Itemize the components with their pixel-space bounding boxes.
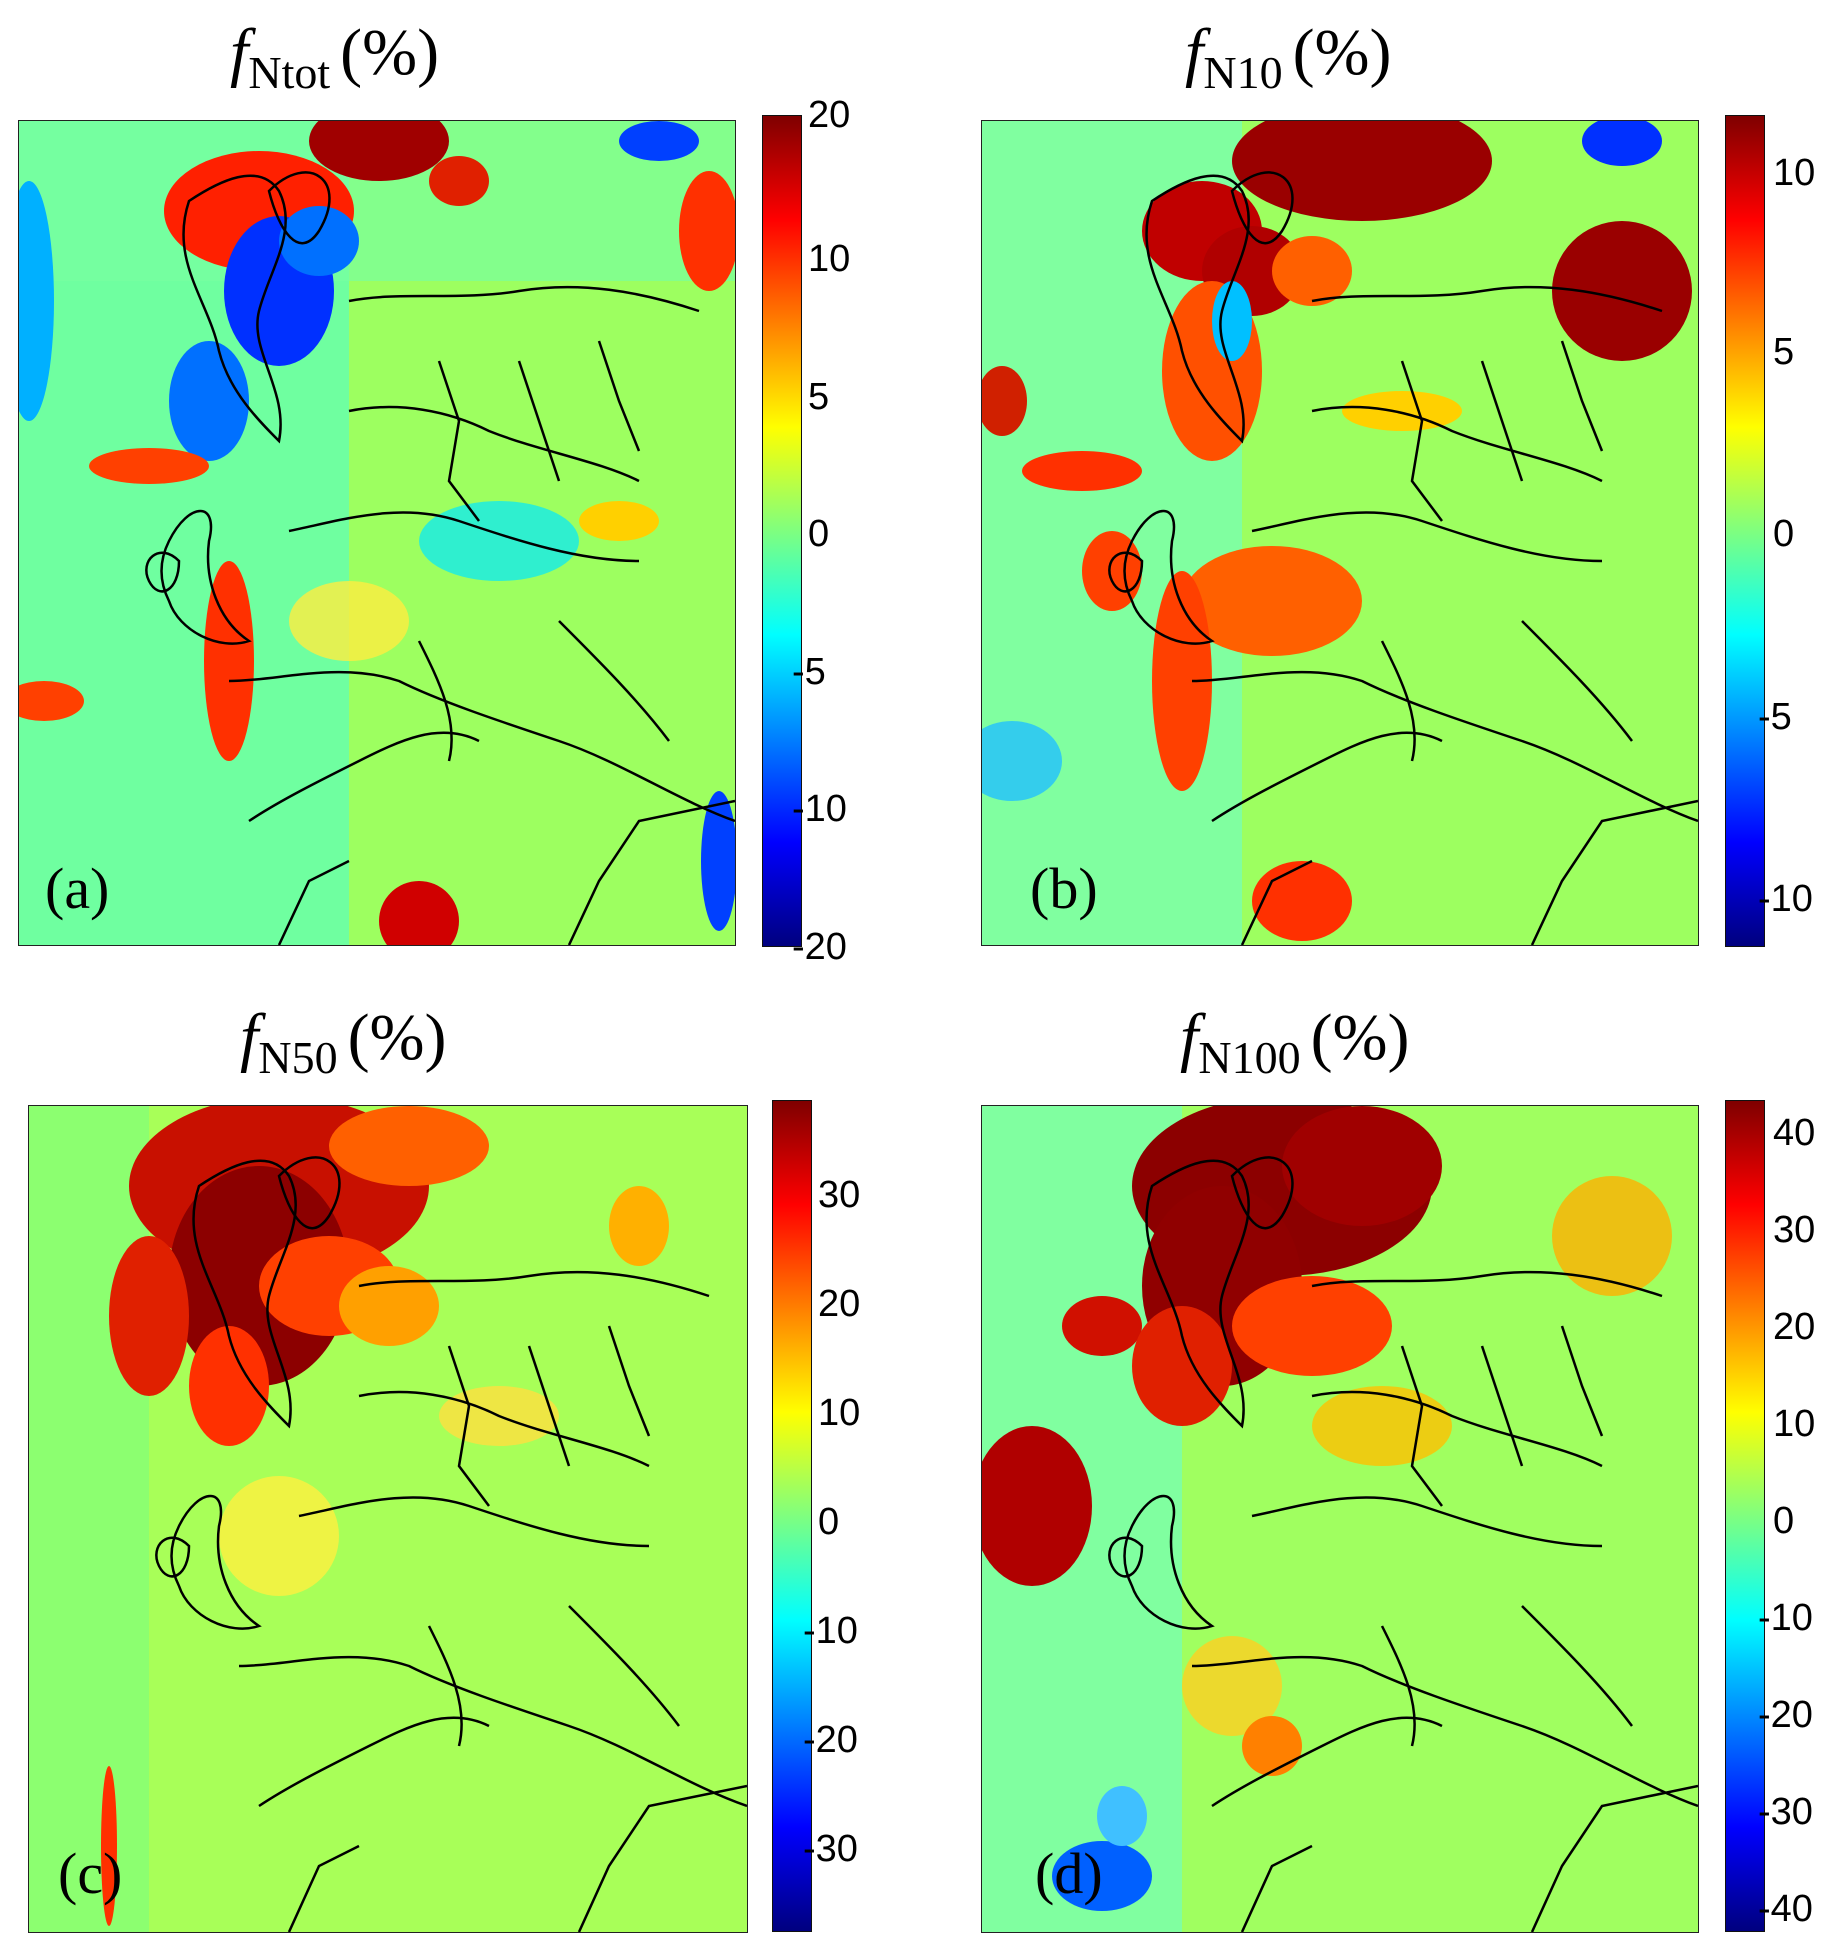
colorbar-tick: 30 bbox=[818, 1174, 861, 1216]
colorbar-tick: -10 bbox=[1758, 1597, 1813, 1639]
panel-title: fN100 (%) bbox=[1180, 1005, 1410, 1081]
colorbar-a bbox=[762, 115, 802, 947]
map-a bbox=[18, 120, 736, 946]
panel-label: (b) bbox=[1030, 856, 1098, 921]
colorbar-tick: 40 bbox=[1773, 1112, 1816, 1154]
colorbar-tick: -5 bbox=[792, 651, 826, 693]
title-unit: (%) bbox=[340, 16, 440, 89]
colorbar-tick: -5 bbox=[1758, 696, 1792, 738]
colorbar-tick: 0 bbox=[808, 513, 830, 555]
colorbar-tick: 10 bbox=[1773, 1403, 1816, 1445]
colorbar-tick: 10 bbox=[1773, 152, 1816, 194]
title-subscript: N10 bbox=[1203, 47, 1283, 98]
colorbar-tick: 20 bbox=[808, 94, 851, 136]
colorbar-tick: -40 bbox=[1758, 1888, 1813, 1930]
colorbar-tick: 30 bbox=[1773, 1209, 1816, 1251]
colorbar-tick: 20 bbox=[1773, 1306, 1816, 1348]
colorbar-tick: -20 bbox=[1758, 1694, 1813, 1736]
colorbar-c bbox=[772, 1100, 812, 1932]
colorbar-tick: 0 bbox=[1773, 1500, 1795, 1542]
title-subscript: N100 bbox=[1198, 1032, 1301, 1083]
colorbar-tick: -20 bbox=[792, 926, 847, 968]
title-subscript: Ntot bbox=[248, 47, 331, 98]
panel-label: (a) bbox=[45, 856, 110, 921]
panel-title: fN10 (%) bbox=[1185, 20, 1392, 96]
panel-label: (c) bbox=[58, 1841, 123, 1906]
title-variable: f bbox=[230, 16, 249, 89]
colorbar-tick: 5 bbox=[808, 376, 830, 418]
colorbar-b bbox=[1725, 115, 1765, 947]
colorbar-tick: -10 bbox=[792, 788, 847, 830]
title-variable: f bbox=[1185, 16, 1204, 89]
title-unit: (%) bbox=[347, 1001, 447, 1074]
colorbar-tick: 5 bbox=[1773, 331, 1795, 373]
title-variable: f bbox=[1180, 1001, 1199, 1074]
panel-label: (d) bbox=[1035, 1841, 1103, 1906]
colorbar-tick: -30 bbox=[803, 1828, 858, 1870]
title-subscript: N50 bbox=[258, 1032, 338, 1083]
colorbar-d bbox=[1725, 1100, 1765, 1932]
panel-title: fNtot (%) bbox=[230, 20, 439, 96]
colorbar-tick: 20 bbox=[818, 1283, 861, 1325]
colorbar-tick: -10 bbox=[803, 1610, 858, 1652]
title-unit: (%) bbox=[1310, 1001, 1410, 1074]
colorbar-tick: 0 bbox=[818, 1501, 840, 1543]
map-b bbox=[981, 120, 1699, 946]
colorbar-tick: 10 bbox=[808, 238, 851, 280]
title-unit: (%) bbox=[1292, 16, 1392, 89]
colorbar-tick: -20 bbox=[803, 1719, 858, 1761]
colorbar-tick: 10 bbox=[818, 1392, 861, 1434]
colorbar-tick: -30 bbox=[1758, 1791, 1813, 1833]
map-c bbox=[28, 1105, 748, 1933]
title-variable: f bbox=[240, 1001, 259, 1074]
panel-title: fN50 (%) bbox=[240, 1005, 447, 1081]
colorbar-tick: 0 bbox=[1773, 513, 1795, 555]
colorbar-tick: -10 bbox=[1758, 878, 1813, 920]
map-d bbox=[981, 1105, 1699, 1933]
